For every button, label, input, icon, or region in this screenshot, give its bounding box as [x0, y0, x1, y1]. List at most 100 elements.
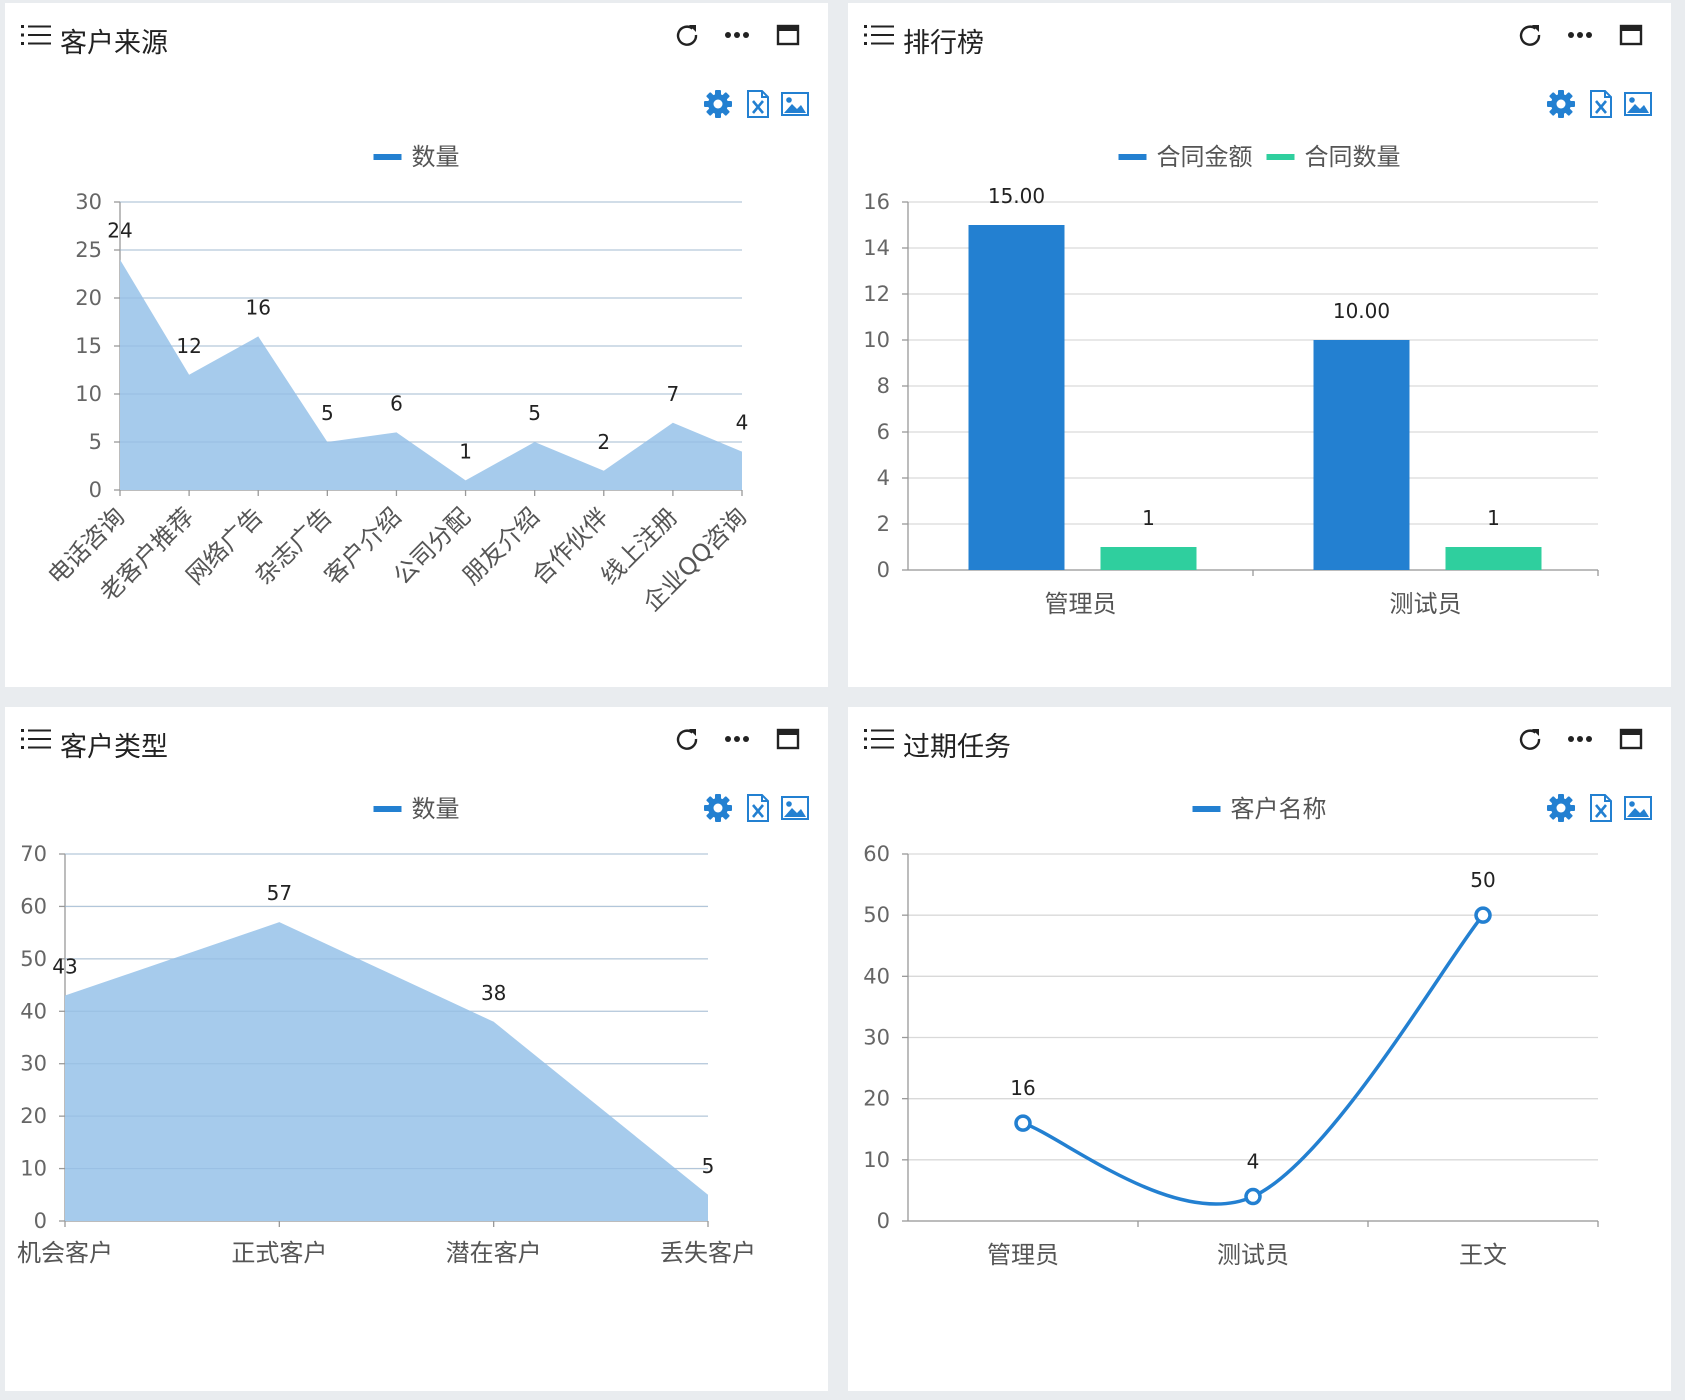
x-tick-label: 测试员 [1217, 1241, 1289, 1269]
excel-icon[interactable] [1586, 793, 1616, 823]
y-tick-label: 60 [20, 894, 47, 918]
panel-header: 排行榜 [848, 3, 1671, 75]
refresh-icon[interactable] [1516, 725, 1544, 753]
bar [968, 225, 1065, 570]
data-label: 12 [176, 334, 201, 358]
data-label: 1 [1487, 506, 1500, 530]
y-tick-label: 0 [34, 1209, 47, 1233]
panel-title: 客户来源 [60, 28, 168, 59]
y-tick-label: 14 [863, 236, 890, 260]
legend-swatch [1192, 806, 1221, 812]
gear-icon[interactable] [703, 793, 733, 823]
more-icon[interactable] [1566, 21, 1594, 49]
y-tick-label: 0 [89, 478, 102, 502]
y-tick-label: 30 [863, 1026, 890, 1050]
gear-icon[interactable] [703, 89, 733, 119]
data-label: 7 [667, 382, 680, 406]
y-tick-label: 60 [863, 842, 890, 866]
data-label: 16 [245, 295, 270, 319]
menu-icon[interactable] [864, 23, 894, 47]
y-tick-label: 10 [75, 382, 102, 406]
excel-icon[interactable] [1586, 89, 1616, 119]
y-tick-label: 0 [877, 1209, 890, 1233]
y-tick-label: 20 [863, 1087, 890, 1111]
legend-label: 数量 [412, 795, 460, 823]
panel-overdue-tasks: 过期任务 客户名称 0 10 20 30 40 50 60 16 4 50 管理员 测试员 王文 [848, 707, 1671, 1391]
data-label: 4 [1247, 1150, 1260, 1174]
y-tick-label: 0 [877, 558, 890, 582]
menu-icon[interactable] [864, 727, 894, 751]
y-tick-label: 15 [75, 334, 102, 358]
refresh-icon[interactable] [673, 21, 701, 49]
image-icon[interactable] [780, 89, 810, 119]
x-tick-label: 机会客户 [17, 1239, 113, 1267]
y-tick-label: 10 [863, 1148, 890, 1172]
image-icon[interactable] [1623, 793, 1653, 823]
data-label: 5 [702, 1154, 715, 1178]
y-tick-label: 30 [75, 190, 102, 214]
data-label: 1 [1142, 506, 1155, 530]
image-icon[interactable] [780, 793, 810, 823]
panel-header: 客户类型 [5, 707, 828, 779]
more-icon[interactable] [723, 21, 751, 49]
chart-customer-type: 数量 0 10 20 30 40 50 60 70 43 57 38 5 机会客户 正式客户 潜在客户 丢失客户 [17, 795, 756, 1267]
menu-icon[interactable] [21, 23, 51, 47]
data-label: 10.00 [1333, 299, 1390, 323]
legend-label: 合同金额 [1157, 143, 1253, 171]
image-icon[interactable] [1623, 89, 1653, 119]
y-tick-label: 70 [20, 842, 47, 866]
data-label: 5 [528, 401, 541, 425]
panel-ranking: 排行榜 合同金额 合同数量 0 2 4 6 8 10 12 14 16 15.00 1 管理员 10.00 1… [848, 3, 1671, 687]
excel-icon[interactable] [743, 793, 773, 823]
x-tick-label: 王文 [1459, 1241, 1507, 1269]
y-tick-label: 10 [863, 328, 890, 352]
x-tick-label: 丢失客户 [660, 1239, 756, 1267]
y-tick-label: 30 [20, 1052, 47, 1076]
area-series [65, 922, 708, 1221]
gear-icon[interactable] [1546, 89, 1576, 119]
y-tick-label: 5 [89, 430, 102, 454]
data-point [1474, 906, 1492, 924]
more-icon[interactable] [723, 725, 751, 753]
maximize-icon[interactable] [1617, 21, 1645, 49]
y-tick-label: 20 [20, 1104, 47, 1128]
maximize-icon[interactable] [774, 725, 802, 753]
legend-label: 客户名称 [1231, 795, 1327, 823]
maximize-icon[interactable] [774, 21, 802, 49]
data-label: 24 [107, 219, 132, 243]
y-tick-label: 2 [877, 512, 890, 536]
gear-icon[interactable] [1546, 793, 1576, 823]
panel-title: 排行榜 [903, 28, 984, 59]
data-point [1244, 1187, 1262, 1206]
more-icon[interactable] [1566, 725, 1594, 753]
data-label: 16 [1010, 1076, 1035, 1100]
data-label: 6 [390, 391, 403, 415]
refresh-icon[interactable] [1516, 21, 1544, 49]
maximize-icon[interactable] [1617, 725, 1645, 753]
x-tick-label: 潜在客户 [446, 1239, 542, 1267]
legend-swatch [1118, 154, 1147, 160]
y-tick-label: 4 [877, 466, 890, 490]
y-tick-label: 40 [863, 964, 890, 988]
x-tick-label: 管理员 [1045, 590, 1117, 618]
panel-customer-source: 客户来源 数量 0 5 10 15 20 25 30 24 12 16 5 6 1 5 2 7 4 电话咨询 老客户推… [5, 3, 828, 687]
excel-icon[interactable] [743, 89, 773, 119]
data-label: 5 [321, 401, 334, 425]
y-tick-label: 20 [75, 286, 102, 310]
legend-swatch [373, 154, 402, 160]
legend-label: 数量 [412, 143, 460, 171]
y-tick-label: 12 [863, 282, 890, 306]
data-label: 15.00 [988, 184, 1045, 208]
y-tick-label: 10 [20, 1157, 47, 1181]
menu-icon[interactable] [21, 727, 51, 751]
y-tick-label: 50 [20, 947, 47, 971]
y-tick-label: 50 [863, 903, 890, 927]
data-label: 1 [459, 439, 472, 463]
data-label: 43 [52, 955, 77, 979]
legend-swatch [373, 806, 402, 812]
panel-title: 过期任务 [903, 732, 1011, 763]
panel-header: 过期任务 [848, 707, 1671, 779]
refresh-icon[interactable] [673, 725, 701, 753]
panel-title: 客户类型 [60, 732, 168, 763]
